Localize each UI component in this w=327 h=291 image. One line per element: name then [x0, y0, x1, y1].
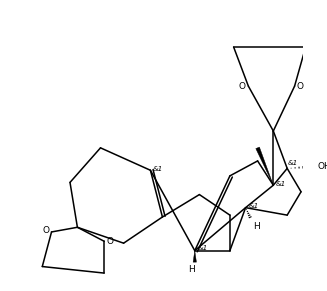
- Polygon shape: [256, 147, 273, 185]
- Text: &1: &1: [153, 166, 163, 172]
- Text: OH: OH: [317, 162, 327, 171]
- Text: H: H: [253, 222, 260, 231]
- Text: &1: &1: [198, 245, 208, 251]
- Text: O: O: [297, 82, 304, 91]
- Text: H: H: [188, 265, 195, 274]
- Text: &1: &1: [287, 160, 298, 166]
- Text: &1: &1: [276, 181, 286, 187]
- Text: O: O: [107, 237, 113, 246]
- Text: O: O: [239, 82, 246, 91]
- Polygon shape: [193, 251, 197, 262]
- Text: O: O: [42, 226, 49, 235]
- Text: &1: &1: [249, 203, 259, 209]
